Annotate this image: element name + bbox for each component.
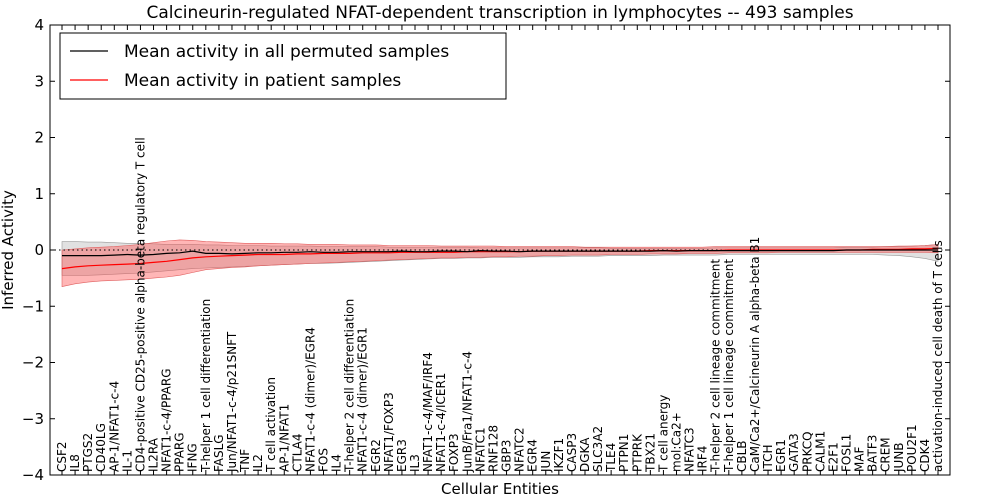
confidence-band-patient: [61, 239, 939, 287]
x-tick-label: GBP3: [500, 440, 514, 472]
x-tick-label: NFAT1-c-4 (dimer)/EGR4: [303, 327, 317, 472]
chart-title: Calcineurin-regulated NFAT-dependent tra…: [146, 3, 853, 23]
x-tick-label: IL-1: [120, 450, 134, 472]
x-tick-label: T-helper 2 cell lineage commitment: [709, 259, 723, 473]
x-tick-label: FOS: [317, 448, 331, 472]
x-tick-label: CSF2: [55, 441, 69, 472]
x-tick-label: EGR4: [526, 439, 540, 472]
y-tick-label: −2: [22, 354, 44, 372]
x-tick-label: NFAT1-c-4/ICER1: [434, 373, 448, 472]
x-tick-label: FASLG: [212, 434, 226, 472]
x-tick-label: SLC3A2: [591, 426, 605, 472]
x-tick-label: NFATC1: [473, 427, 487, 472]
x-tick-label: EGR2: [369, 439, 383, 472]
x-tick-label: BATF3: [866, 435, 880, 472]
y-tick-label: −3: [22, 410, 44, 428]
x-tick-label: CD4-positive CD25-positive alpha-beta re…: [133, 137, 147, 472]
x-tick-label: PTGS2: [81, 433, 95, 472]
x-tick-label: EGR1: [774, 439, 788, 472]
x-tick-label: IL3: [408, 454, 422, 472]
legend-label-patient: Mean activity in patient samples: [124, 71, 401, 91]
x-axis: CSF2 IL8 PTGS2 CD40LG AP-1/NFAT1-c-4 IL-1 CD4-…: [55, 25, 945, 475]
plot-frame: [49, 24, 951, 476]
x-tick-label: IL2: [251, 454, 265, 472]
x-tick-label: PTPN1: [617, 434, 631, 472]
x-tick-label: CDK4: [918, 439, 932, 472]
x-tick-label: T cell activation: [264, 377, 278, 473]
y-tick-label: 0: [34, 241, 44, 259]
x-tick-label: CTLA4: [290, 433, 304, 472]
x-tick-label: TBX21: [643, 433, 657, 473]
x-tick-label: E2F1: [826, 442, 840, 472]
x-tick-label: AP-1/NFAT1-c-4: [107, 381, 121, 472]
plot-area: [50, 239, 950, 287]
x-tick-label: POU2F1: [905, 424, 919, 472]
x-tick-label: NFAT1-c-4/MAF/IRF4: [421, 352, 435, 472]
x-tick-label: EGR3: [395, 439, 409, 472]
x-tick-label: RNF128: [487, 425, 501, 472]
x-tick-label: PTPRK: [630, 433, 644, 472]
y-tick-label: 4: [34, 16, 44, 34]
y-axis-label: Inferred Activity: [0, 190, 17, 310]
series-line-permuted: [62, 249, 938, 257]
x-tick-label: PPARG: [173, 432, 187, 472]
x-tick-label: IFNG: [186, 443, 200, 472]
y-tick-label: −4: [22, 466, 44, 484]
y-tick-label: −1: [22, 297, 44, 315]
x-tick-label: ITCH: [761, 444, 775, 472]
x-tick-label: IKZF1: [552, 438, 566, 472]
x-tick-label: Jun/NFAT1-c-4/p21SNFT: [225, 331, 239, 473]
x-tick-label: FOXP3: [447, 433, 461, 472]
x-tick-label: PRKCQ: [800, 431, 814, 472]
y-tick-label: 2: [34, 129, 44, 147]
x-tick-label: CD40LG: [94, 423, 108, 472]
x-tick-label: MAF: [853, 446, 867, 472]
legend-label-permuted: Mean activity in all permuted samples: [124, 42, 449, 62]
x-tick-label: IL4: [330, 454, 344, 472]
x-tick-label: CASP3: [565, 433, 579, 472]
x-tick-label: TLE4: [604, 443, 618, 473]
x-tick-label: T-helper 1 cell differentiation: [199, 299, 213, 473]
x-tick-label: T cell anergy: [656, 395, 670, 473]
y-tick-label: 3: [34, 72, 44, 90]
x-tick-label: CALM1: [813, 431, 827, 472]
legend-box: [59, 32, 507, 100]
x-tick-label: CREM: [879, 437, 893, 472]
x-tick-label: JunB/Fra1/NFAT1-c-4: [460, 351, 474, 473]
x-tick-label: AP-1/NFAT1: [277, 404, 291, 472]
x-tick-label: T-helper 2 cell differentiation: [343, 299, 357, 473]
x-tick-label: mol:Ca2+: [670, 412, 684, 472]
x-tick-label: IL2RA: [147, 437, 161, 472]
x-tick-label: TNF: [238, 449, 252, 473]
x-tick-label: activation-induced cell death of T cells: [931, 240, 945, 472]
y-tick-label: 1: [34, 185, 44, 203]
x-tick-label: DGKA: [578, 437, 592, 472]
x-tick-label: CBLB: [735, 440, 749, 472]
x-tick-label: IL8: [68, 454, 82, 472]
x-tick-label: IRF4: [696, 446, 710, 472]
x-tick-label: NFAT1-c-4 (dimer)/EGR1: [356, 327, 370, 472]
x-tick-label: JUNB: [892, 442, 906, 473]
y-axis: −4 −3 −2 −1 0 1 2 3 4: [22, 16, 950, 484]
x-tick-label: NFATC2: [513, 427, 527, 472]
x-tick-label: T-helper 1 cell lineage commitment: [722, 259, 736, 473]
x-tick-label: FOSL1: [840, 434, 854, 472]
x-tick-label: CaM/Ca2+/Calcineurin A alpha-beta B1: [748, 237, 762, 472]
x-axis-label: Cellular Entities: [441, 480, 559, 498]
x-tick-label: NFAT1/FOXP3: [382, 392, 396, 472]
x-tick-label: NFATC3: [683, 427, 697, 472]
x-tick-label: NFAT1-c-4/PPARG: [160, 368, 174, 472]
x-tick-label: JUN: [539, 451, 553, 473]
x-tick-label: GATA3: [787, 433, 801, 472]
legend: Mean activity in all permuted samples Me…: [59, 32, 507, 100]
